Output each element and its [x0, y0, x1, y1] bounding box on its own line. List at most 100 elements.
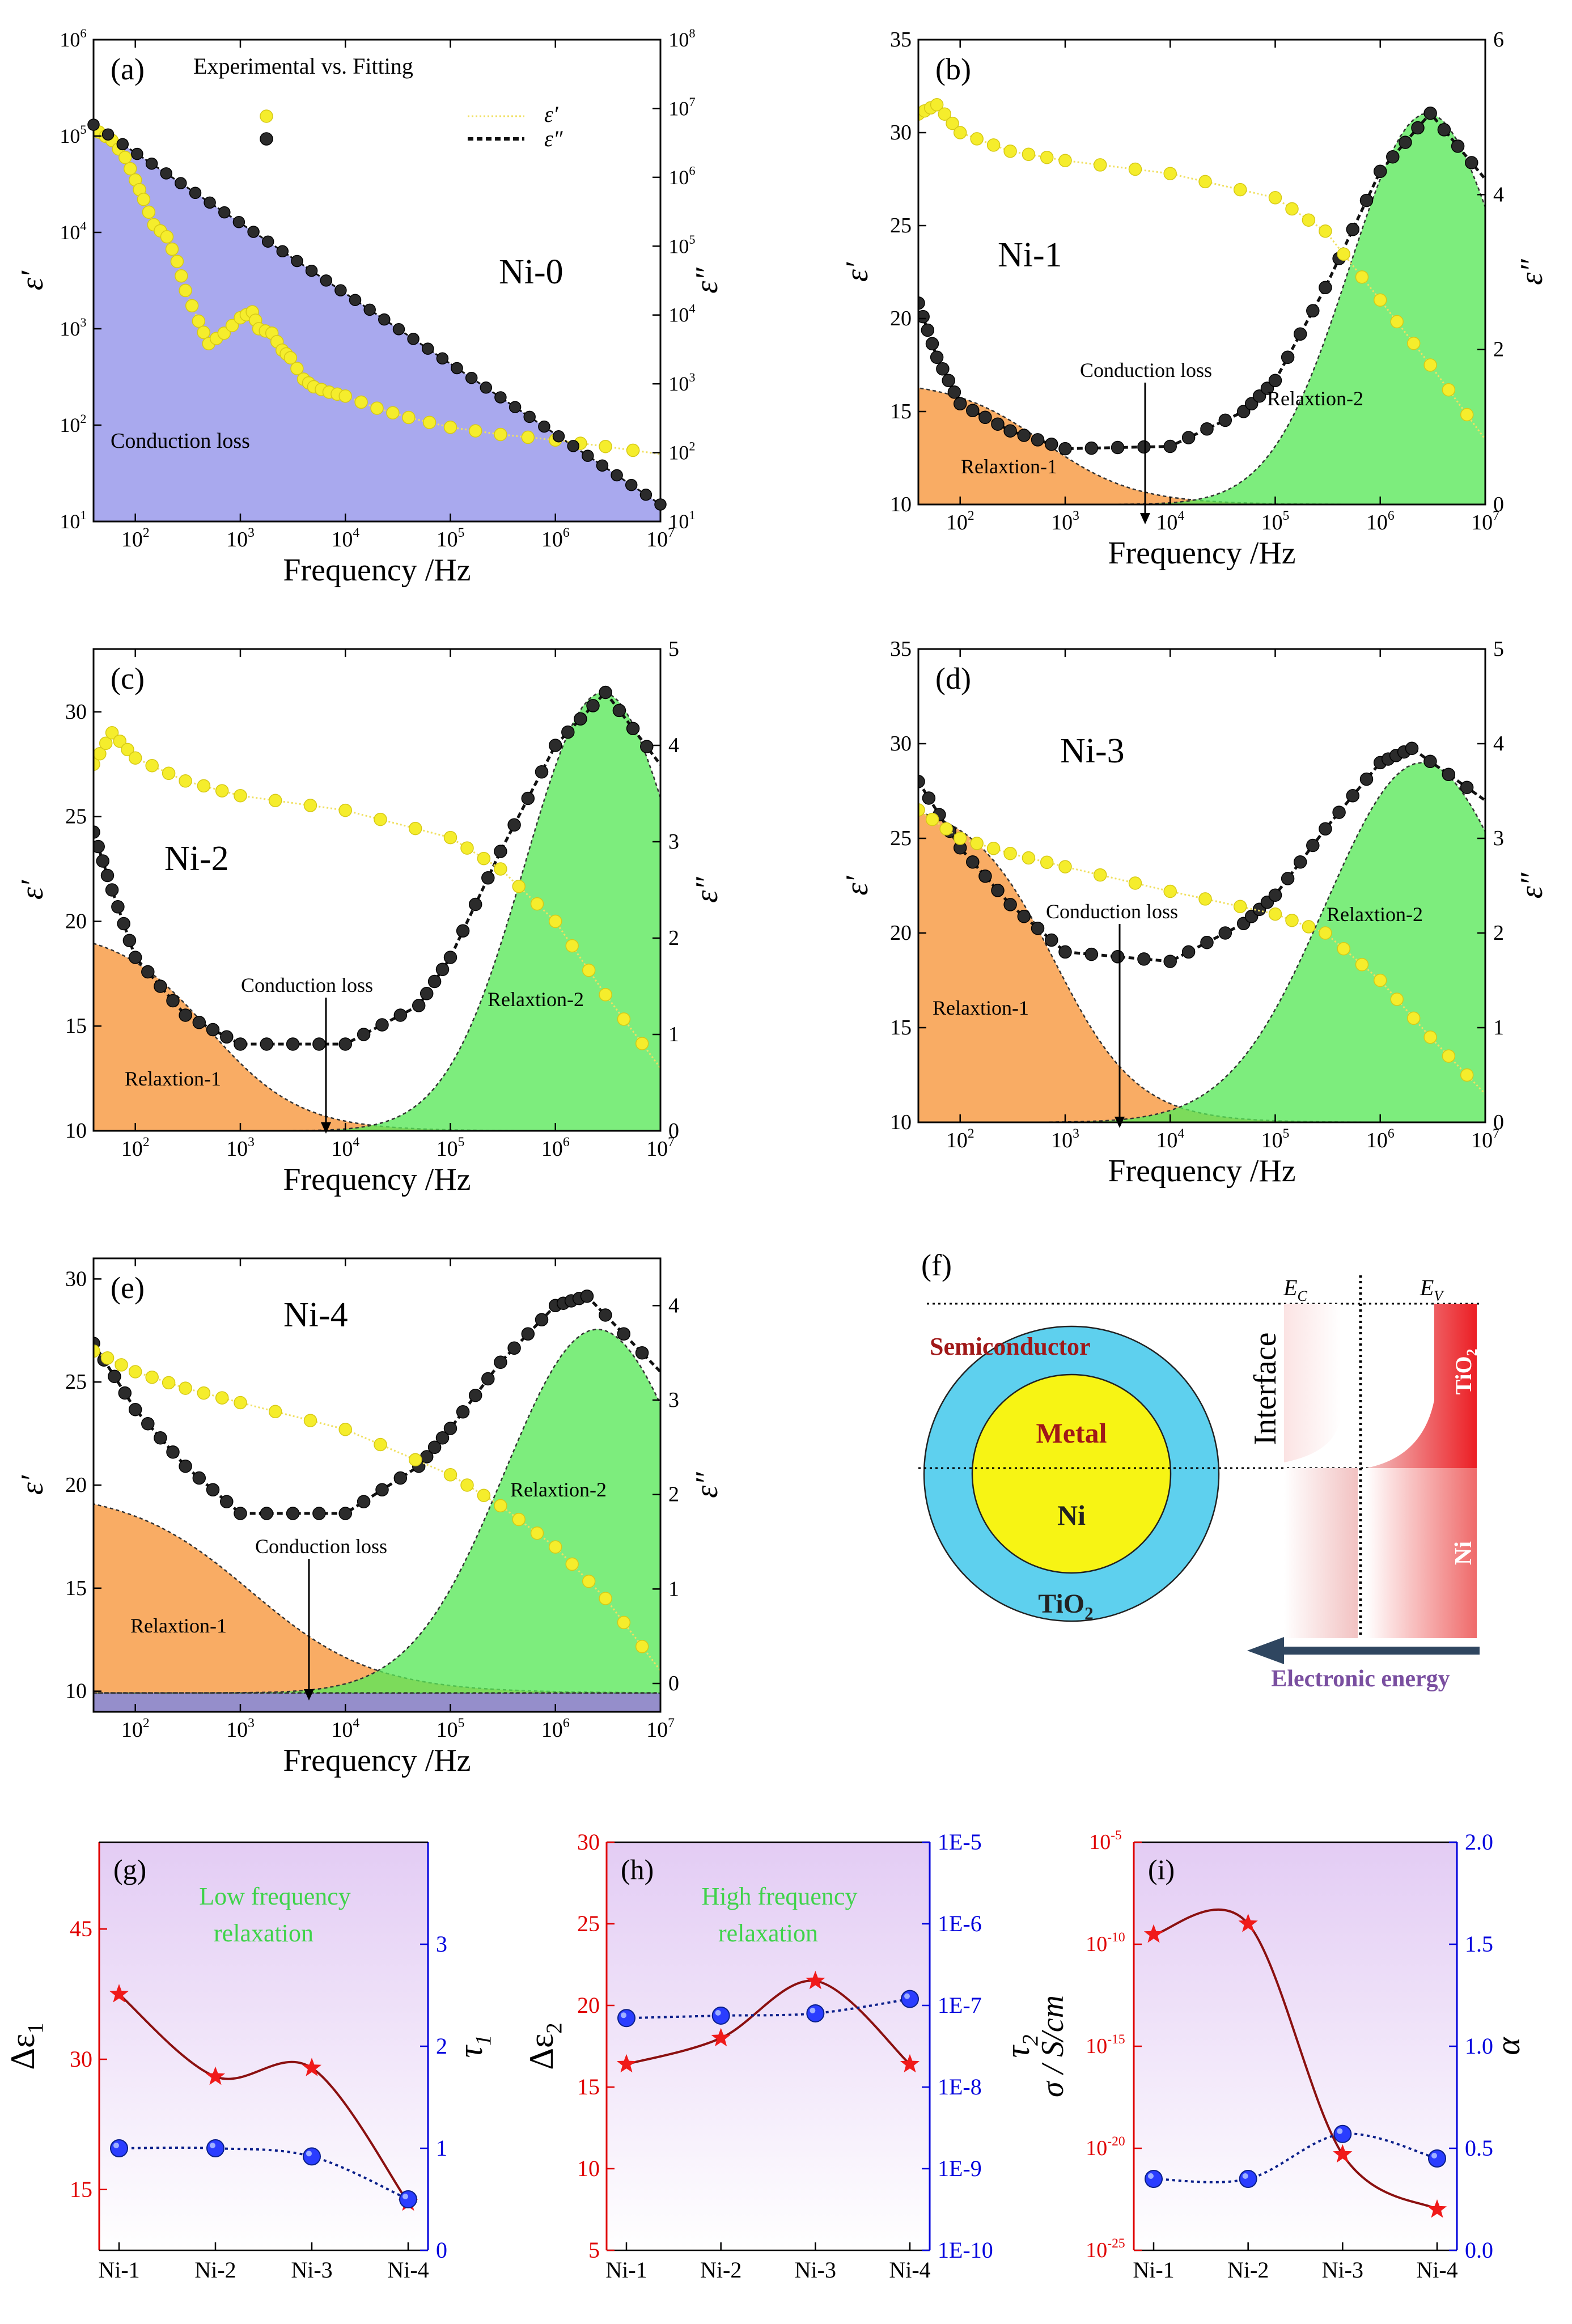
eps2-data-point [1181, 945, 1196, 959]
eps1-data-point [234, 1396, 247, 1410]
x-tick-label: 106 [541, 1135, 570, 1161]
blue-circle-marker [399, 2190, 417, 2208]
y-left-tick-label: 25 [890, 826, 912, 850]
tick-exponent: 2 [143, 1716, 150, 1731]
x-tick-label: 107 [646, 1716, 675, 1742]
y-left-tick-label: 105 [60, 122, 86, 147]
eps1-data-point [635, 1037, 649, 1050]
eps2-data-point [586, 699, 600, 713]
y-right-tick-label: 0.5 [1465, 2135, 1493, 2161]
y-left-tick-label: 20 [890, 307, 912, 330]
conduction-fit-line [94, 124, 660, 506]
red-series-line [626, 1979, 911, 2066]
arrow-head [321, 1122, 331, 1134]
eps1-data-point [986, 138, 1001, 152]
y-right-tick-label: 101 [668, 508, 695, 533]
eps1-data-point [197, 779, 211, 793]
tick-base: 10 [1086, 2238, 1107, 2262]
tick-exponent: 1 [80, 508, 86, 522]
eps1-data-point [1285, 913, 1299, 927]
eps1-data-point [938, 107, 952, 121]
eps1-data-point [283, 351, 298, 364]
tick-base: 10 [1156, 511, 1177, 535]
eps2-data-point [1442, 767, 1456, 782]
tick-exponent: 6 [1388, 1126, 1395, 1141]
eps2-data-point [179, 1459, 192, 1473]
eps1-data-point [94, 747, 107, 761]
eps2-data-point [357, 1028, 371, 1041]
red-star-marker [302, 2058, 322, 2076]
eps2-data-point [1163, 439, 1177, 453]
eps2-data-point [154, 979, 167, 993]
eps2-data-point [192, 1471, 206, 1485]
eps2-data-point [918, 309, 930, 324]
eps2-data-point [921, 323, 935, 337]
eps2-data-point [1306, 304, 1320, 318]
panel-letter: (c) [111, 661, 145, 695]
red-star-marker [806, 1970, 825, 1990]
y-right-tick-label: 1E-10 [938, 2237, 993, 2263]
eps2-data-point [930, 350, 944, 364]
x-tick-label: 104 [331, 1716, 359, 1742]
eps2-data-point [1359, 193, 1374, 207]
eps1-data-point [1093, 158, 1107, 172]
y-right-tick-label: 1E-5 [938, 1829, 982, 1855]
eps2-data-point [966, 855, 980, 869]
tick-exponent: 1 [689, 508, 695, 522]
eps1-data-point [145, 758, 159, 773]
eps2-data-point [122, 934, 137, 948]
eps2-data-point [1163, 955, 1177, 968]
y-left-tick-label: 30 [577, 1829, 600, 1855]
y-right-tick-label: 2 [436, 2033, 447, 2059]
tick-base: 10 [1261, 1129, 1283, 1152]
eps2-data-point [443, 951, 457, 964]
eps1-data-point [179, 283, 192, 298]
eps2-data-point [334, 284, 347, 296]
eps1-data-point [918, 803, 925, 817]
eps1-data-point [374, 1437, 387, 1452]
eps1-data-point [113, 734, 127, 748]
eps1-data-point [99, 736, 113, 750]
plot-background [607, 1842, 930, 2250]
y-right-tick-label: 106 [668, 164, 695, 189]
eps1-data-point [1003, 846, 1017, 860]
legend-title: Experimental vs. Fitting [193, 53, 413, 79]
tick-base: 10 [668, 235, 689, 257]
y-right-tick-label: 3 [668, 1388, 679, 1412]
eps1-data-point [303, 1414, 317, 1427]
y-right-axis-label: ε″ [1514, 872, 1549, 898]
marker-highlight [1242, 2173, 1248, 2179]
eps2-data-point [580, 1289, 594, 1303]
tick-base: 10 [1261, 511, 1283, 535]
eps1-data-point [354, 395, 368, 409]
eps2-data-point [481, 1372, 495, 1386]
tick-base: 10 [668, 510, 689, 533]
tick-exponent: -15 [1107, 2032, 1125, 2047]
eps1-data-point [494, 862, 507, 876]
eps1-data-point [215, 784, 229, 798]
y-left-tick-label: 10 [890, 493, 912, 516]
tick-base: 10 [121, 1718, 143, 1742]
eps2-data-point [1111, 440, 1125, 455]
eps1-data-point [1337, 942, 1350, 956]
y-left-tick-label: 15 [577, 2074, 600, 2100]
tick-exponent: 4 [353, 1716, 359, 1731]
eps2-data-point [1460, 781, 1474, 794]
eps2-data-point [612, 703, 626, 718]
eps1-fit-line [918, 809, 1485, 1095]
eps1-data-point [338, 803, 352, 817]
eps2-data-point [640, 740, 654, 753]
eps1-data-point [162, 766, 176, 781]
eps2-data-point [918, 296, 925, 310]
eps1-data-point [105, 726, 119, 740]
y-right-tick-label: 1 [668, 1577, 679, 1601]
y-right-axis-label: ε″ [1514, 259, 1549, 285]
eps1-data-point [1233, 900, 1247, 913]
tick-exponent: 4 [80, 219, 86, 233]
eps2-data-point [101, 128, 115, 141]
eps2-data-point [94, 839, 105, 854]
eps1-data-point [443, 830, 457, 845]
tick-base: 10 [541, 528, 563, 552]
